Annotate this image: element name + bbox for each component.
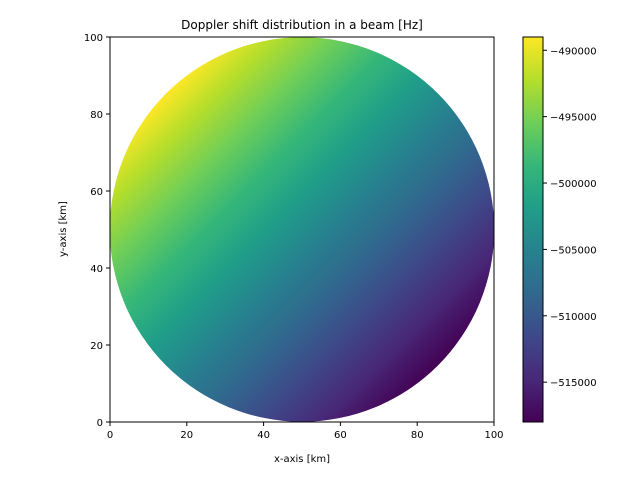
colorbar-ticks: −490000 −495000 −500000 −505000 −510000 −5150… (543, 46, 597, 389)
colorbar-tick-label: −510000 (550, 312, 597, 323)
beam-field (110, 37, 494, 422)
x-tick-label: 20 (180, 430, 193, 441)
plot-frame (109, 36, 495, 423)
x-tick-label: 40 (257, 430, 270, 441)
y-tick-label: 40 (90, 264, 103, 275)
chart-title: Doppler shift distribution in a beam [Hz… (181, 18, 423, 32)
y-axis-ticks: 0 20 40 60 80 100 (84, 33, 110, 429)
colorbar-frame (522, 36, 544, 423)
x-tick-label: 100 (484, 430, 503, 441)
colorbar-tick-label: −505000 (550, 245, 597, 256)
x-tick-label: 0 (107, 430, 113, 441)
y-tick-label: 0 (97, 418, 103, 429)
x-tick-label: 80 (411, 430, 424, 441)
colorbar (523, 37, 543, 422)
colorbar-tick-label: −515000 (550, 378, 597, 389)
y-tick-label: 60 (90, 187, 103, 198)
colorbar-tick-label: −490000 (550, 46, 597, 57)
y-tick-label: 100 (84, 33, 103, 44)
x-axis-ticks: 0 20 40 60 80 100 (107, 422, 504, 441)
x-axis-label: x-axis [km] (274, 454, 330, 465)
colorbar-tick-label: −495000 (550, 113, 597, 124)
y-tick-label: 20 (90, 341, 103, 352)
y-tick-label: 80 (90, 110, 103, 121)
x-tick-label: 60 (334, 430, 347, 441)
colorbar-tick-label: −500000 (550, 179, 597, 190)
y-axis-label: y-axis [km] (58, 201, 69, 257)
